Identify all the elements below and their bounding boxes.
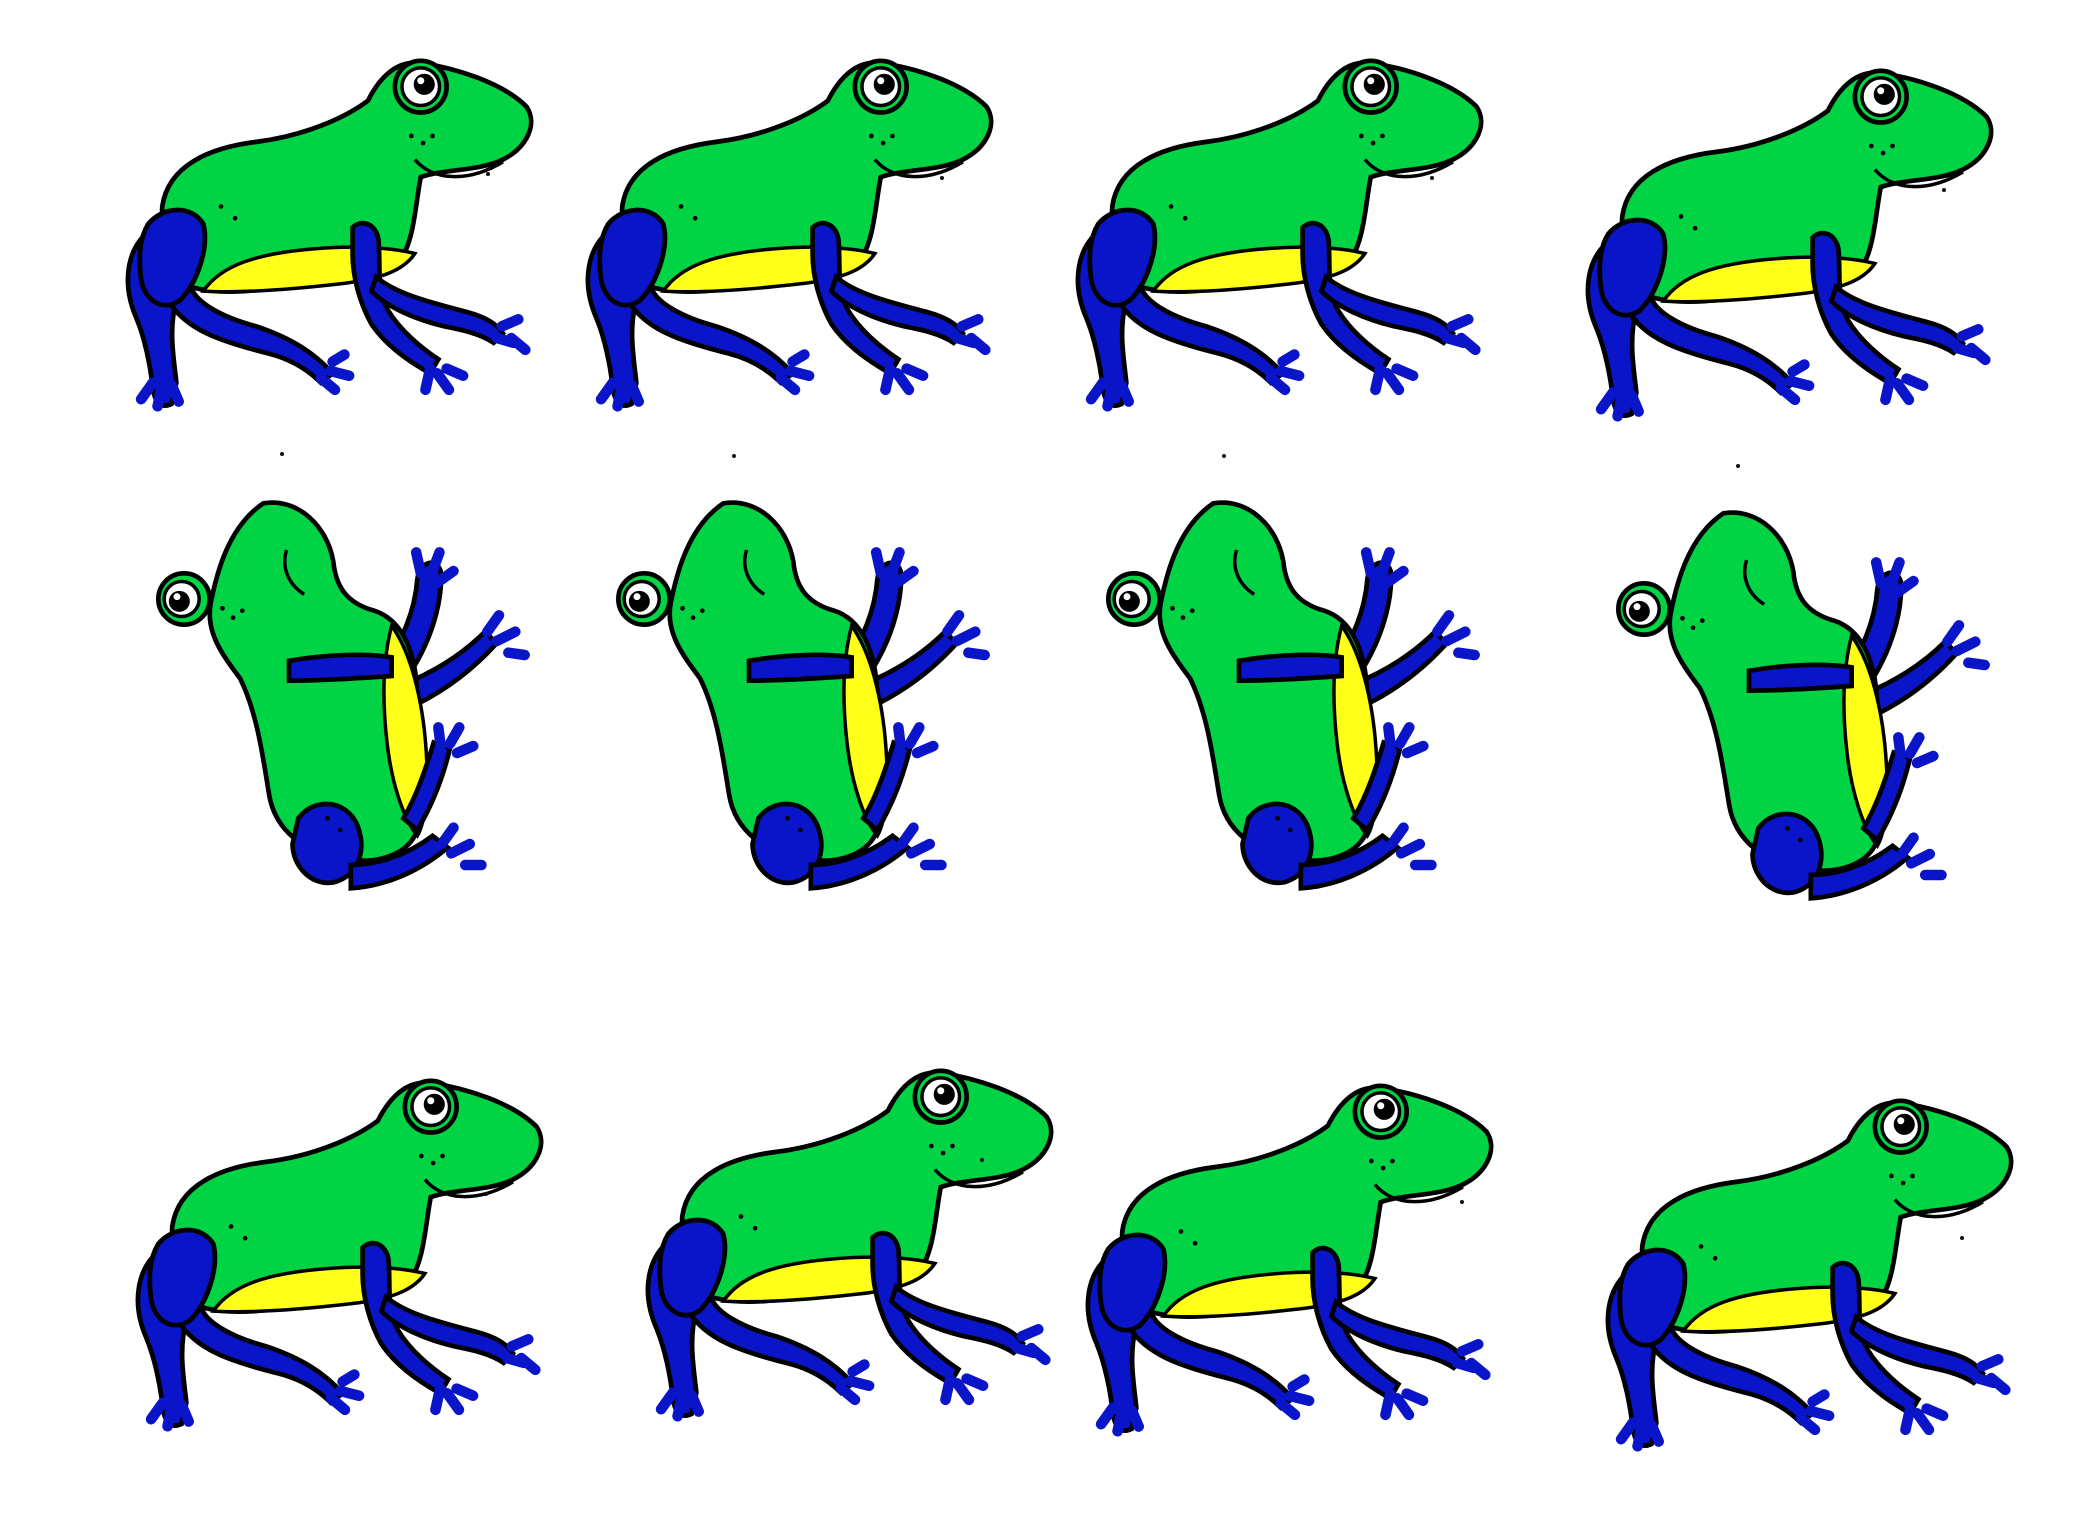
stray-speck (1222, 454, 1226, 458)
frog-side-icon (1560, 1060, 2030, 1480)
sprite-sheet (0, 0, 2100, 1500)
frog-side-icon (80, 20, 550, 440)
stray-speck (484, 1192, 488, 1196)
sprite-row-standing (0, 0, 2100, 500)
sprite-row-jumping (0, 452, 2100, 980)
frog-side-icon (540, 20, 1010, 440)
stray-speck (1960, 1236, 1964, 1240)
frog-jump-icon (1570, 490, 2040, 910)
stray-speck (732, 454, 736, 458)
stray-speck (940, 176, 944, 180)
frog-side-icon (90, 1040, 560, 1460)
stray-speck (1430, 176, 1434, 180)
frog-jump-icon (570, 480, 1040, 900)
sprite-row-landing (0, 1040, 2100, 1540)
stray-speck (1736, 464, 1740, 468)
frog-side-icon (1040, 1045, 1510, 1465)
frog-jump-icon (1060, 480, 1530, 900)
stray-speck (1942, 188, 1946, 192)
frog-jump-icon (110, 480, 580, 900)
frog-side-icon (600, 1030, 1070, 1450)
frog-side-icon (1030, 20, 1500, 440)
stray-speck (280, 452, 284, 456)
stray-speck (1460, 1200, 1464, 1204)
frog-side-icon (1540, 30, 2010, 450)
stray-speck (486, 172, 490, 176)
stray-speck (980, 1158, 984, 1162)
